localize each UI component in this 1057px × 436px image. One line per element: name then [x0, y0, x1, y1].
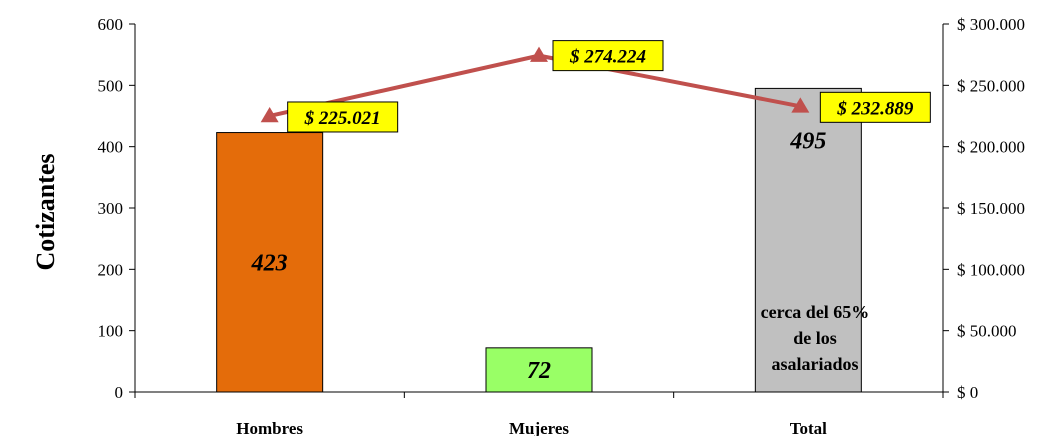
right-tick-label: $ 300.000: [957, 15, 1025, 34]
left-tick-label: 0: [115, 383, 124, 402]
bar-value-label: 423: [251, 250, 288, 276]
left-tick-label: 300: [98, 199, 124, 218]
total-annotation-line-3: asalariados: [771, 354, 858, 374]
price-callout-label: $ 225.021: [304, 108, 381, 129]
data-labels: 423 72 495 $ 225.021 $ 274.224 $ 232.889: [251, 40, 931, 384]
bar: [754, 87, 862, 393]
total-annotation-line-2: de los: [793, 328, 837, 348]
price-callout-box: [819, 91, 931, 123]
price-callout-box: [552, 40, 664, 72]
right-tick-label: $ 50.000: [957, 322, 1017, 341]
right-tick-label: $ 250.000: [957, 76, 1025, 95]
price-point-marker: [260, 106, 279, 123]
x-tick-label: Mujeres: [509, 419, 569, 436]
price-callout-label: $ 274.224: [569, 47, 646, 68]
x-tick-label: Total: [790, 419, 827, 436]
left-tick-label: 100: [98, 322, 124, 341]
bar: [216, 132, 324, 393]
total-annotation-line-1: cerca del 65%: [761, 302, 870, 322]
left-tick-label: 400: [98, 138, 124, 157]
right-tick-label: $ 150.000: [957, 199, 1025, 218]
right-tick-label: $ 0: [957, 383, 978, 402]
left-tick-label: 500: [98, 76, 124, 95]
price-line: [260, 46, 810, 123]
right-tick-label: $ 200.000: [957, 138, 1025, 157]
right-tick-label: $ 100.000: [957, 260, 1025, 279]
price-callout-box: [287, 101, 399, 133]
left-tick-label: 600: [98, 15, 124, 34]
price-point-marker: [791, 97, 810, 113]
y-axis-label: Cotizantes: [31, 154, 60, 271]
bars: [216, 87, 862, 393]
bar-value-label: 495: [789, 128, 826, 154]
axes: 0 100 200 300 400 500 600 $ 0 $ 50.000 $ 100.000 $…: [98, 15, 1026, 436]
bar: [485, 347, 593, 393]
x-tick-label: Hombres: [236, 419, 303, 436]
price-point-marker: [530, 46, 548, 62]
bar-value-label: 72: [527, 358, 551, 384]
left-tick-label: 200: [98, 260, 124, 279]
price-callout-label: $ 232.889: [836, 98, 914, 119]
